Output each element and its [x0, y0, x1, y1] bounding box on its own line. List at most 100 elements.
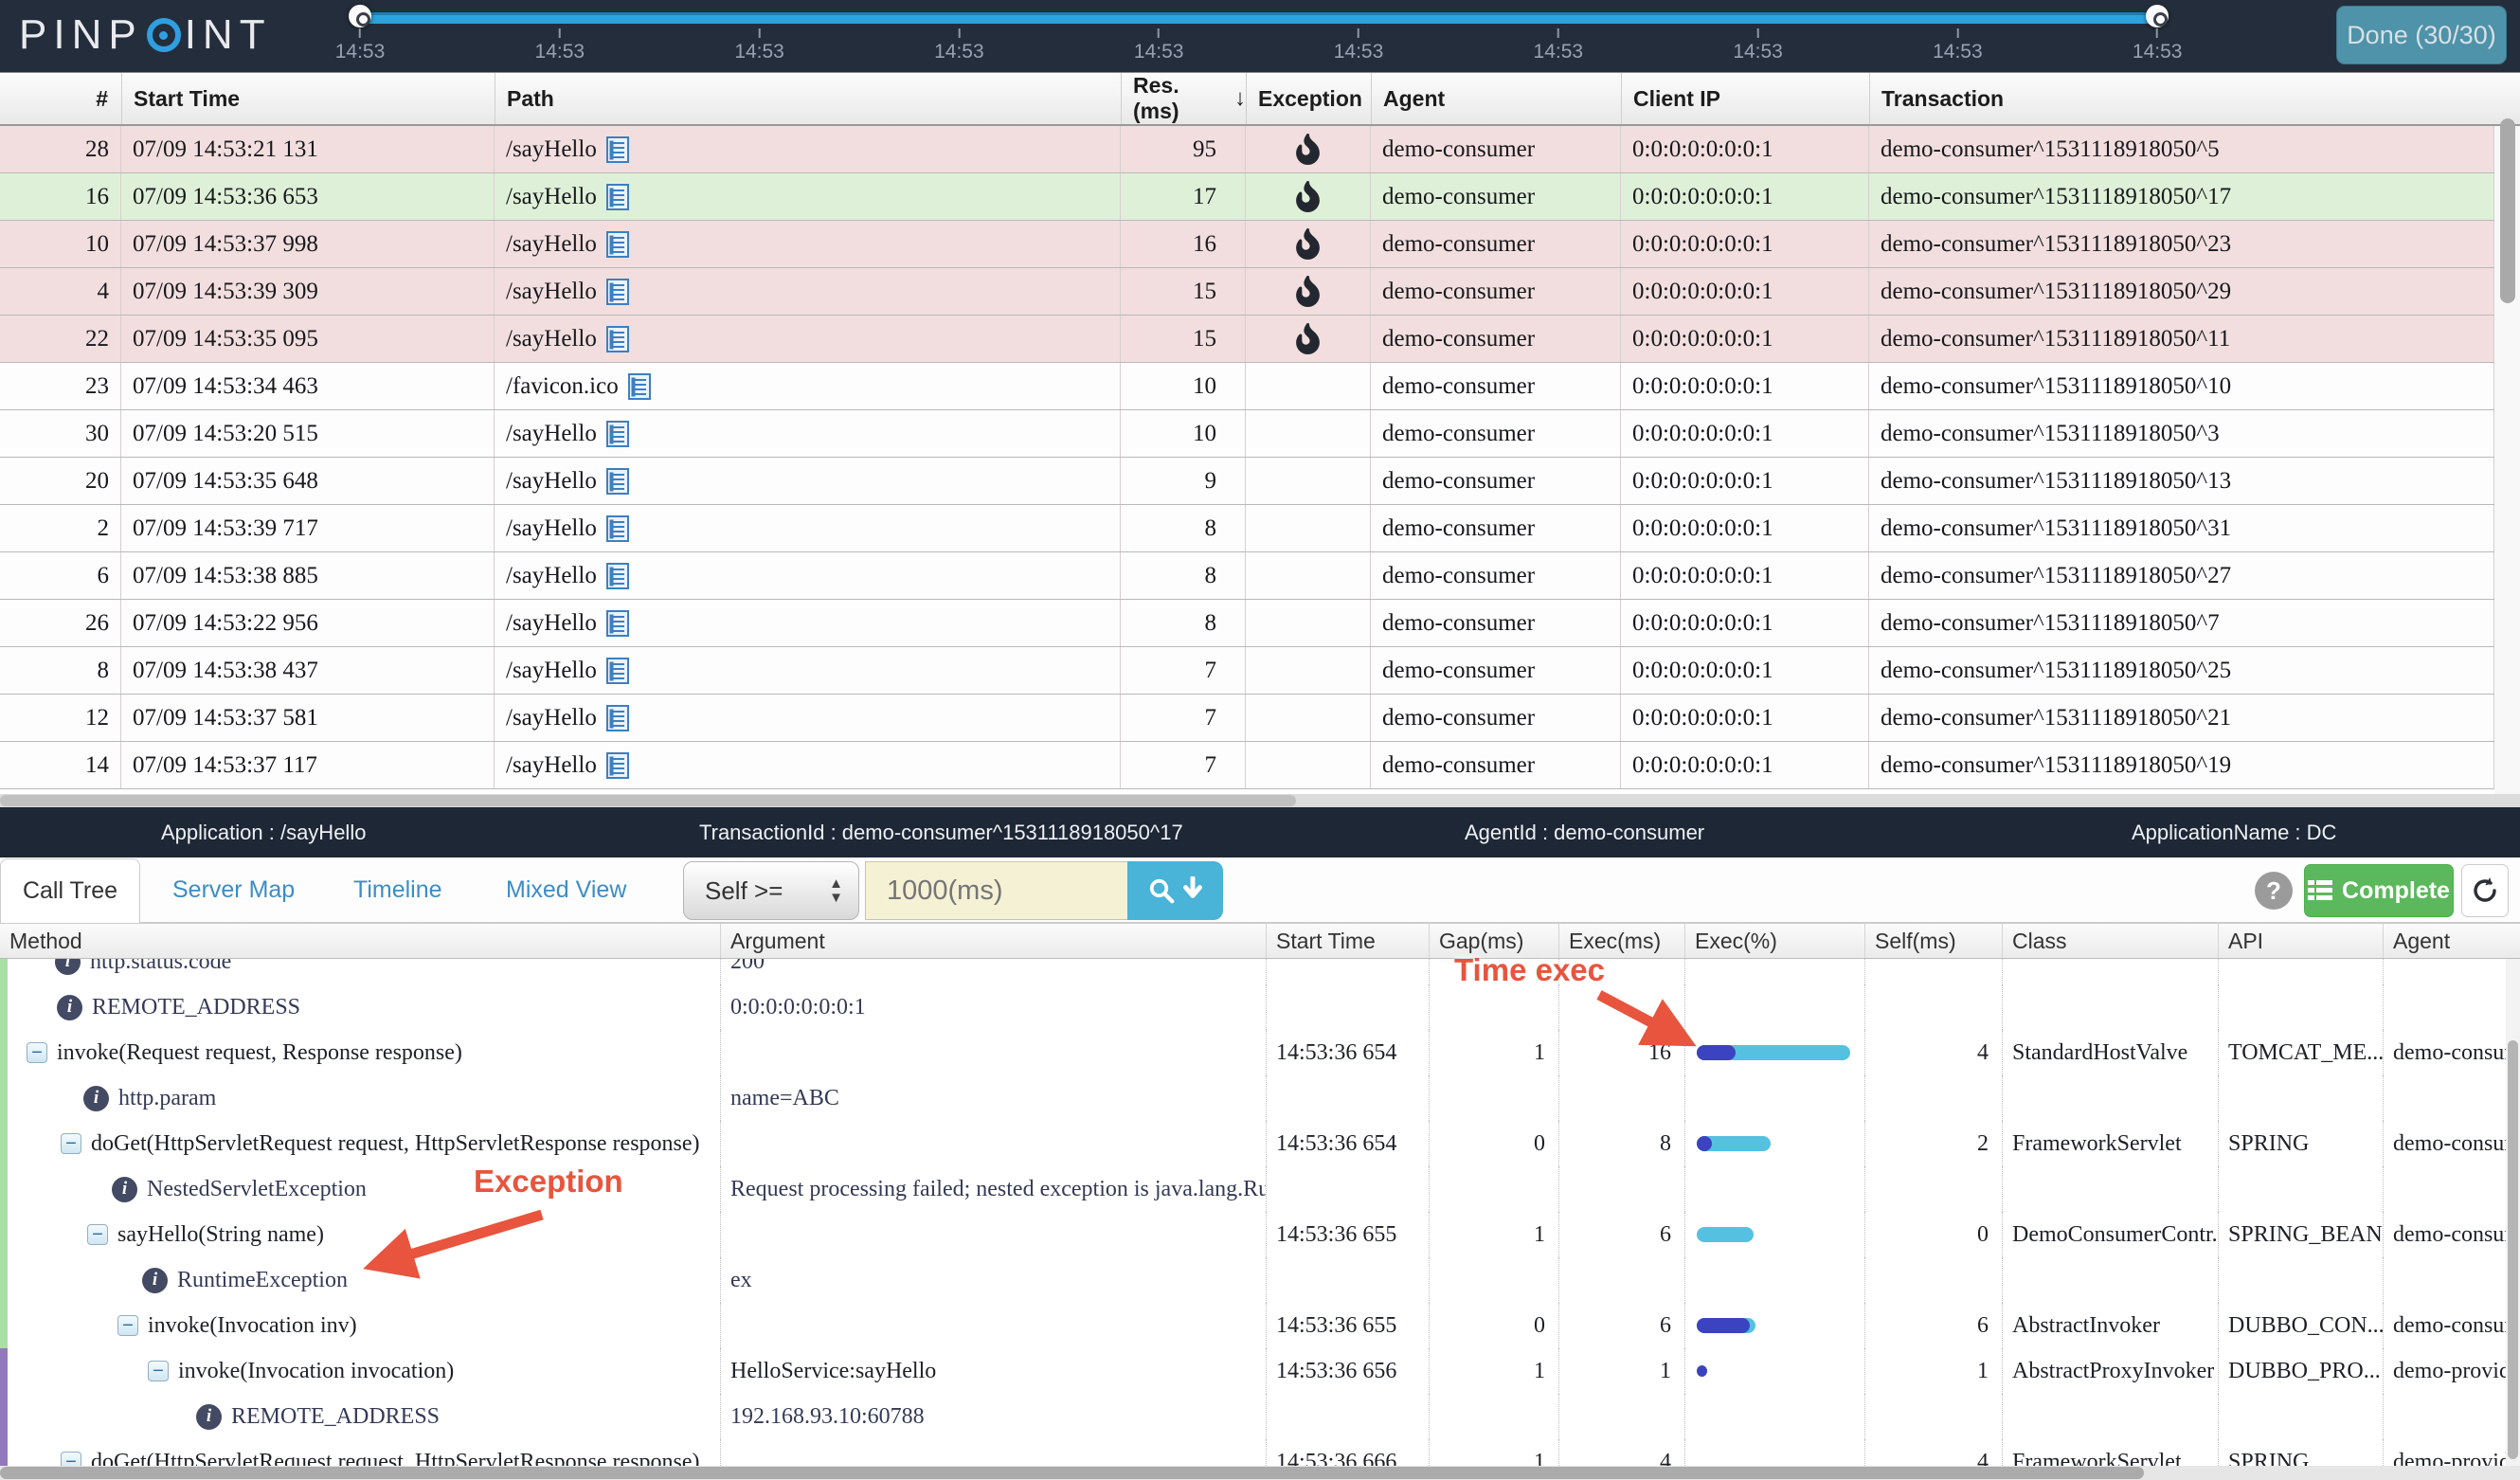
- calltree-row[interactable]: i http.param name=ABC: [0, 1075, 2520, 1121]
- info-icon: i: [112, 1176, 137, 1202]
- table-row[interactable]: 10 07/09 14:53:37 998/sayHello 16 demo-cons…: [0, 221, 2494, 268]
- table-row[interactable]: 16 07/09 14:53:36 653/sayHello 17 demo-cons…: [0, 173, 2494, 221]
- calltree-col-header-start-time[interactable]: Start Time: [1266, 924, 1429, 958]
- transaction-detail-icon[interactable]: [605, 467, 629, 495]
- time-range-slider[interactable]: [360, 12, 2157, 24]
- transaction-detail-icon[interactable]: [605, 704, 629, 731]
- calltree-class-cell: [2002, 1166, 2218, 1212]
- table-hscrollbar-track[interactable]: [0, 794, 2520, 807]
- transaction-detail-icon[interactable]: [605, 514, 629, 542]
- calltree-col-header-class[interactable]: Class: [2002, 924, 2218, 958]
- cell-num: 22: [0, 316, 121, 362]
- calltree-row[interactable]: − invoke(Request request, Response respon…: [0, 1030, 2520, 1075]
- col-header-agent[interactable]: Agent: [1371, 73, 1621, 124]
- calltree-row[interactable]: i RuntimeException ex: [0, 1257, 2520, 1303]
- table-row[interactable]: 26 07/09 14:53:22 956/sayHello 8 demo-consu…: [0, 600, 2494, 647]
- transaction-detail-icon[interactable]: [605, 751, 629, 779]
- calltree-row[interactable]: i REMOTE_ADDRESS 0:0:0:0:0:0:0:1: [0, 984, 2520, 1030]
- calltree-class-cell: DemoConsumerContr...: [2002, 1212, 2218, 1257]
- col-header-transaction[interactable]: Transaction: [1869, 73, 2520, 124]
- tab-mixed-view[interactable]: Mixed View: [506, 857, 626, 922]
- calltree-col-header-gap-ms-[interactable]: Gap(ms): [1429, 924, 1558, 958]
- calltree-col-header-exec-[interactable]: Exec(%): [1684, 924, 1864, 958]
- transaction-detail-icon[interactable]: [605, 135, 629, 163]
- calltree-col-header-api[interactable]: API: [2218, 924, 2383, 958]
- table-row[interactable]: 8 07/09 14:53:38 437/sayHello 7 demo-consum…: [0, 647, 2494, 695]
- table-row[interactable]: 12 07/09 14:53:37 581/sayHello 7 demo-consu…: [0, 695, 2494, 742]
- col-header-start-time[interactable]: Start Time: [121, 73, 495, 124]
- slider-handle-right[interactable]: [2146, 5, 2169, 27]
- col-header-path[interactable]: Path: [495, 73, 1121, 124]
- calltree-vscrollbar-track[interactable]: [2506, 959, 2520, 1466]
- calltree-row[interactable]: − invoke(Invocation invocation) HelloServi…: [0, 1348, 2520, 1394]
- tab-timeline[interactable]: Timeline: [353, 857, 442, 922]
- transaction-detail-icon[interactable]: [605, 183, 629, 210]
- collapse-minus-icon[interactable]: −: [61, 1452, 81, 1466]
- calltree-hscrollbar-track[interactable]: [0, 1466, 2520, 1480]
- calltree-row[interactable]: − doGet(HttpServletRequest request, HttpS…: [0, 1121, 2520, 1166]
- col-header-res[interactable]: Res. (ms) ↓: [1121, 73, 1246, 124]
- calltree-row[interactable]: i http.status.code 200: [0, 959, 2520, 984]
- transaction-detail-icon[interactable]: [605, 562, 629, 589]
- calltree-row[interactable]: − invoke(Invocation inv) 14:53:36 655 0 6 6 Ab…: [0, 1303, 2520, 1348]
- table-row[interactable]: 28 07/09 14:53:21 131/sayHello 95 demo-cons…: [0, 126, 2494, 173]
- calltree-col-header-agent[interactable]: Agent: [2383, 924, 2520, 958]
- slider-handle-left[interactable]: [349, 5, 371, 27]
- collapse-minus-icon[interactable]: −: [87, 1224, 108, 1245]
- transaction-detail-icon[interactable]: [627, 372, 651, 400]
- transaction-detail-icon[interactable]: [605, 325, 629, 352]
- cell-num: 30: [0, 410, 121, 457]
- cell-res: 15: [1121, 316, 1246, 362]
- transaction-detail-icon[interactable]: [605, 657, 629, 684]
- table-row[interactable]: 22 07/09 14:53:35 095/sayHello 15 demo-cons…: [0, 316, 2494, 363]
- collapse-minus-icon[interactable]: −: [117, 1315, 138, 1336]
- cell-exc: [1246, 552, 1371, 599]
- col-header-num[interactable]: #: [96, 85, 108, 111]
- transaction-detail-icon[interactable]: [605, 278, 629, 305]
- help-button[interactable]: ?: [2255, 872, 2293, 910]
- timeline-tick: 14:53: [1733, 28, 1783, 63]
- cell-start: 07/09 14:53:21 131: [121, 126, 495, 172]
- table-vscrollbar-track[interactable]: [2494, 118, 2520, 794]
- open-in-new-window-button[interactable]: [2461, 864, 2509, 917]
- col-header-exception[interactable]: Exception: [1246, 73, 1371, 124]
- tab-server-map[interactable]: Server Map: [172, 857, 295, 922]
- calltree-start-time-cell: [1266, 959, 1429, 984]
- calltree-row[interactable]: − doGet(HttpServletRequest request, HttpS…: [0, 1439, 2520, 1466]
- table-row[interactable]: 20 07/09 14:53:35 648/sayHello 9 demo-consu…: [0, 458, 2494, 505]
- transaction-detail-icon[interactable]: [605, 230, 629, 258]
- calltree-row[interactable]: i REMOTE_ADDRESS 192.168.93.10:60788: [0, 1394, 2520, 1439]
- table-vscrollbar-thumb[interactable]: [2500, 118, 2515, 303]
- calltree-method-cell: i REMOTE_ADDRESS: [0, 984, 720, 1030]
- complete-button[interactable]: Complete: [2304, 864, 2454, 917]
- done-button[interactable]: Done (30/30): [2336, 6, 2507, 64]
- collapse-minus-icon[interactable]: −: [27, 1042, 47, 1063]
- table-hscrollbar-thumb[interactable]: [0, 795, 1296, 806]
- cell-tx: demo-consumer^1531118918050^31: [1869, 505, 2494, 551]
- collapse-minus-icon[interactable]: −: [148, 1361, 169, 1381]
- transaction-detail-icon[interactable]: [605, 609, 629, 637]
- table-row[interactable]: 30 07/09 14:53:20 515/sayHello 10 demo-cons…: [0, 410, 2494, 458]
- filter-type-select[interactable]: Self >= ▲ ▼: [683, 861, 859, 920]
- col-header-client-ip[interactable]: Client IP: [1621, 73, 1869, 124]
- transaction-detail-icon[interactable]: [605, 420, 629, 447]
- calltree-col-header-method[interactable]: Method: [0, 924, 720, 958]
- calltree-row[interactable]: i NestedServletException Request processin…: [0, 1166, 2520, 1212]
- calltree-col-header-exec-ms-[interactable]: Exec(ms): [1558, 924, 1684, 958]
- calltree-row[interactable]: − sayHello(String name) 14:53:36 655 1 6 0 Dem…: [0, 1212, 2520, 1257]
- table-row[interactable]: 23 07/09 14:53:34 463/favicon.ico 10 demo-c…: [0, 363, 2494, 410]
- calltree-col-header-argument[interactable]: Argument: [720, 924, 1266, 958]
- filter-search-button[interactable]: [1127, 861, 1223, 920]
- filter-threshold-input[interactable]: [865, 861, 1127, 920]
- calltree-hscrollbar-thumb[interactable]: [0, 1467, 2144, 1479]
- collapse-minus-icon[interactable]: −: [61, 1133, 81, 1154]
- table-row[interactable]: 2 07/09 14:53:39 717/sayHello 8 demo-consum…: [0, 505, 2494, 552]
- table-row[interactable]: 4 07/09 14:53:39 309/sayHello 15 demo-consu…: [0, 268, 2494, 316]
- calltree-agent-cell: demo-provider: [2383, 1439, 2520, 1466]
- tab-call-tree[interactable]: Call Tree: [0, 858, 140, 923]
- table-row[interactable]: 6 07/09 14:53:38 885/sayHello 8 demo-consum…: [0, 552, 2494, 600]
- calltree-self-cell: [1864, 1075, 2002, 1121]
- calltree-col-header-self-ms-[interactable]: Self(ms): [1864, 924, 2002, 958]
- calltree-vscrollbar-thumb[interactable]: [2508, 1040, 2518, 1459]
- table-row[interactable]: 14 07/09 14:53:37 117/sayHello 7 demo-consu…: [0, 742, 2494, 789]
